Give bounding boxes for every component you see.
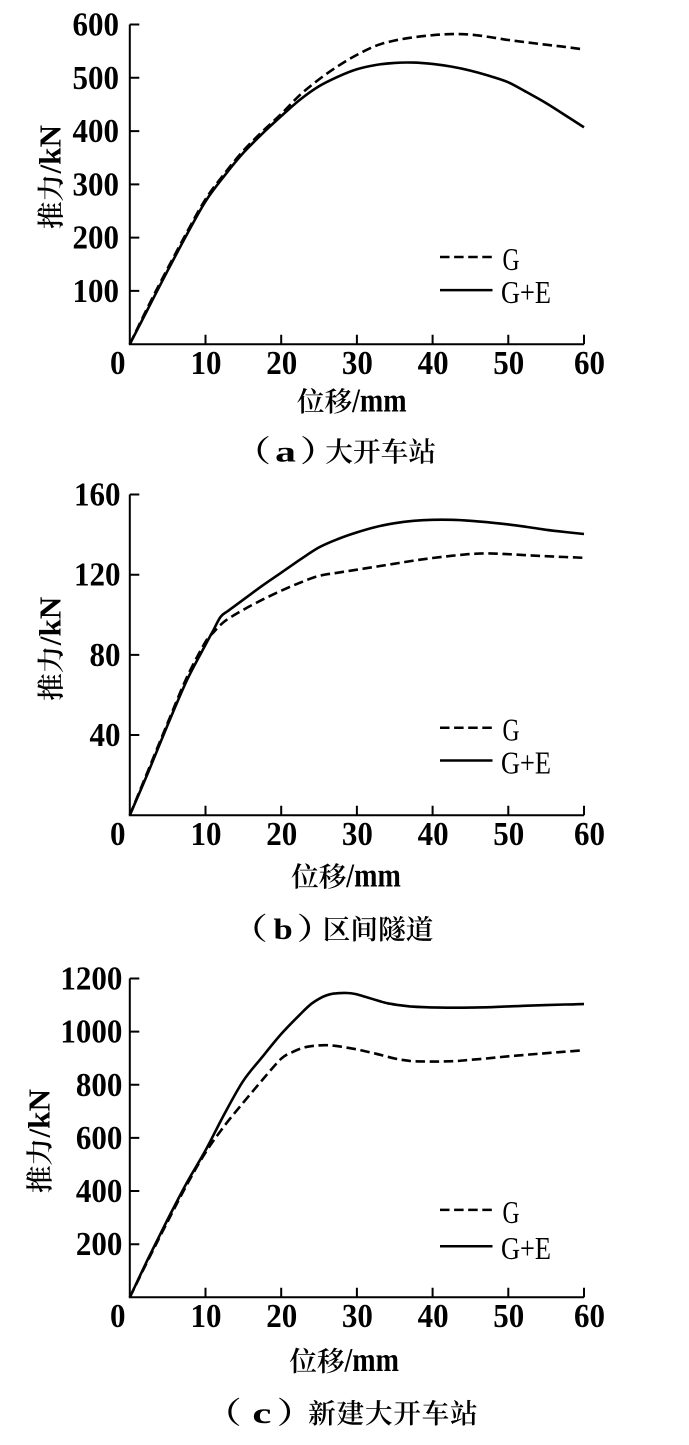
svg-text:300: 300 (73, 166, 120, 203)
svg-text:/kN: /kN (33, 597, 68, 647)
svg-text:30: 30 (342, 345, 373, 382)
svg-text:/kN: /kN (22, 1089, 57, 1139)
svg-text:10: 10 (191, 816, 222, 853)
svg-text:G: G (503, 1195, 520, 1230)
svg-text:/mm: /mm (345, 858, 400, 895)
svg-text:G+E: G+E (501, 275, 551, 310)
svg-text:400: 400 (73, 113, 120, 150)
svg-text:600: 600 (73, 7, 120, 44)
svg-text:0: 0 (110, 345, 126, 382)
svg-text:400: 400 (76, 1173, 123, 1210)
svg-text:1000: 1000 (60, 1014, 122, 1051)
svg-text:600: 600 (76, 1120, 123, 1157)
svg-text:/kN: /kN (33, 125, 68, 175)
svg-text:60: 60 (574, 816, 605, 853)
svg-text:60: 60 (574, 1298, 605, 1335)
svg-text:160: 160 (74, 477, 121, 514)
svg-text:20: 20 (266, 345, 297, 382)
svg-text:30: 30 (342, 816, 373, 853)
svg-text:/mm: /mm (351, 382, 406, 419)
svg-text:0: 0 (110, 816, 126, 853)
svg-text:50: 50 (493, 1298, 524, 1335)
svg-text:10: 10 (191, 1298, 222, 1335)
svg-text:80: 80 (90, 637, 121, 674)
svg-text:200: 200 (73, 220, 120, 257)
svg-text:20: 20 (266, 1298, 297, 1335)
svg-text:40: 40 (418, 345, 449, 382)
svg-text:b: b (274, 913, 293, 946)
svg-text:40: 40 (90, 717, 121, 754)
svg-text:G+E: G+E (501, 1231, 551, 1266)
svg-text:20: 20 (266, 816, 297, 853)
svg-text:30: 30 (342, 1298, 373, 1335)
svg-text:G+E: G+E (501, 746, 551, 781)
svg-text:c: c (252, 1397, 271, 1430)
svg-text:50: 50 (493, 816, 524, 853)
svg-text:60: 60 (574, 345, 605, 382)
svg-text:800: 800 (76, 1067, 123, 1104)
svg-text:G: G (503, 242, 520, 277)
svg-text:0: 0 (110, 1298, 126, 1335)
svg-text:1200: 1200 (60, 961, 122, 998)
svg-text:50: 50 (493, 345, 524, 382)
svg-text:10: 10 (191, 345, 222, 382)
svg-text:40: 40 (418, 816, 449, 853)
svg-text:120: 120 (74, 557, 121, 594)
svg-text:G: G (503, 713, 520, 748)
svg-text:/mm: /mm (344, 1342, 399, 1379)
svg-text:40: 40 (418, 1298, 449, 1335)
svg-text:100: 100 (73, 273, 120, 310)
svg-text:a: a (275, 436, 296, 469)
svg-text:200: 200 (76, 1226, 123, 1263)
svg-text:500: 500 (73, 60, 120, 97)
